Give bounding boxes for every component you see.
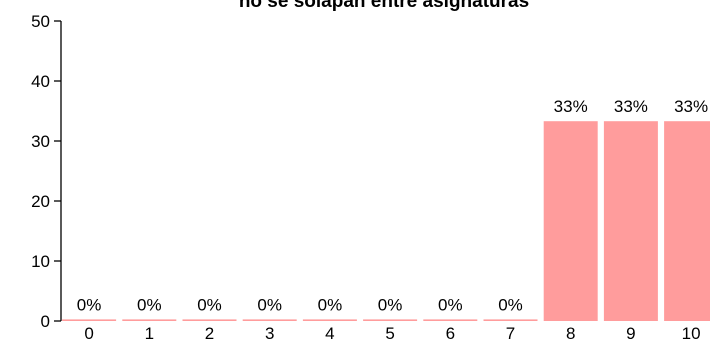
y-tick-label: 10 xyxy=(31,252,50,271)
bar-data-label: 0% xyxy=(137,295,162,314)
data-labels: 0% 0% 0% 0% 0% 0% 0% 0% 33% 33% 33% xyxy=(77,97,708,314)
y-tick-label: 50 xyxy=(31,12,50,31)
y-axis: 0 10 20 30 40 50 xyxy=(31,12,62,331)
x-tick-label: 5 xyxy=(385,324,394,341)
bar xyxy=(122,319,177,321)
x-tick-label: 10 xyxy=(682,324,701,341)
bar xyxy=(242,319,297,321)
x-tick-label: 2 xyxy=(205,324,214,341)
bar xyxy=(664,121,710,321)
x-tick-label: 1 xyxy=(145,324,154,341)
bar xyxy=(302,319,357,321)
x-tick-label: 7 xyxy=(506,324,515,341)
bar xyxy=(423,319,478,321)
y-tick-label: 40 xyxy=(31,72,50,91)
bar xyxy=(62,319,117,321)
bar xyxy=(483,319,538,321)
y-tick-label: 20 xyxy=(31,192,50,211)
bar-data-label: 0% xyxy=(378,295,403,314)
x-tick-label: 0 xyxy=(84,324,93,341)
bar-data-label: 33% xyxy=(614,97,648,116)
bar-data-label: 0% xyxy=(498,295,523,314)
bar-data-label: 0% xyxy=(77,295,102,314)
bar-data-label: 33% xyxy=(554,97,588,116)
x-tick-label: 3 xyxy=(265,324,274,341)
bar-data-label: 0% xyxy=(197,295,222,314)
x-tick-label: 9 xyxy=(626,324,635,341)
y-tick-label: 30 xyxy=(31,132,50,151)
bar-data-label: 33% xyxy=(674,97,708,116)
bar-data-label: 0% xyxy=(257,295,282,314)
bar xyxy=(543,121,598,321)
bar xyxy=(603,121,658,321)
x-tick-label: 8 xyxy=(566,324,575,341)
x-tick-label: 6 xyxy=(446,324,455,341)
x-tick-labels: 0 1 2 3 4 5 6 7 8 9 10 xyxy=(84,324,700,341)
bar-data-label: 0% xyxy=(318,295,343,314)
chart-title: no se solapan entre asignaturas xyxy=(239,0,529,12)
bars xyxy=(62,121,710,321)
y-tick-label: 0 xyxy=(41,312,50,331)
x-tick-label: 4 xyxy=(325,324,334,341)
bar xyxy=(182,319,237,321)
bar xyxy=(363,319,418,321)
bar-data-label: 0% xyxy=(438,295,463,314)
